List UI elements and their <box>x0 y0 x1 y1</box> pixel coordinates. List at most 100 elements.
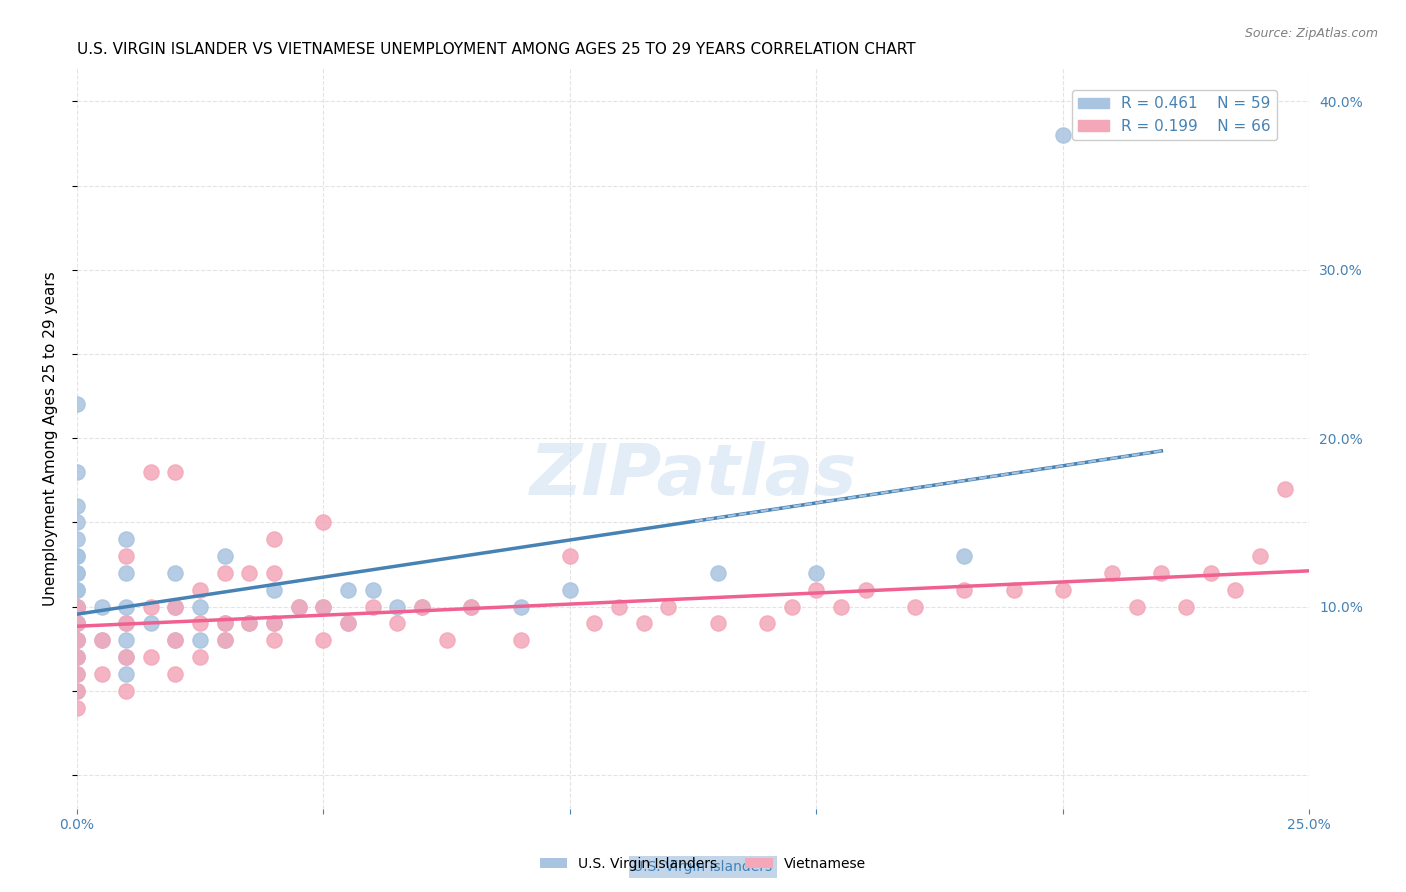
Point <box>188 633 211 648</box>
Point <box>411 599 433 614</box>
Point <box>953 582 976 597</box>
Point <box>139 465 162 479</box>
Point <box>1274 482 1296 496</box>
Point <box>66 566 89 580</box>
Point <box>66 633 89 648</box>
Point <box>165 566 187 580</box>
Point <box>66 566 89 580</box>
Point <box>66 582 89 597</box>
Point <box>460 599 482 614</box>
Point <box>66 667 89 681</box>
Point <box>337 616 360 631</box>
Point <box>66 650 89 665</box>
Point <box>214 633 236 648</box>
Point <box>312 516 335 530</box>
Point <box>165 599 187 614</box>
Point <box>558 549 581 563</box>
Point <box>263 616 285 631</box>
Point <box>633 616 655 631</box>
Point <box>361 599 384 614</box>
Text: ZIPatlas: ZIPatlas <box>530 441 856 509</box>
Point <box>66 633 89 648</box>
Point <box>214 566 236 580</box>
Point <box>312 633 335 648</box>
Point <box>66 549 89 563</box>
Point <box>1175 599 1198 614</box>
Point <box>66 633 89 648</box>
Point <box>66 499 89 513</box>
Point <box>263 582 285 597</box>
Point <box>165 633 187 648</box>
Point <box>115 599 138 614</box>
Point <box>460 599 482 614</box>
Point <box>66 516 89 530</box>
Point <box>509 633 531 648</box>
Point <box>188 616 211 631</box>
Point <box>165 633 187 648</box>
Point <box>66 616 89 631</box>
Point <box>387 616 409 631</box>
Point <box>214 616 236 631</box>
Point <box>509 599 531 614</box>
Point <box>66 465 89 479</box>
Point <box>607 599 630 614</box>
Point <box>115 650 138 665</box>
Point <box>953 549 976 563</box>
Point <box>214 549 236 563</box>
Point <box>1150 566 1173 580</box>
Point <box>214 616 236 631</box>
Point <box>287 599 309 614</box>
Text: U.S. VIRGIN ISLANDER VS VIETNAMESE UNEMPLOYMENT AMONG AGES 25 TO 29 YEARS CORREL: U.S. VIRGIN ISLANDER VS VIETNAMESE UNEMP… <box>77 42 915 57</box>
Point <box>115 616 138 631</box>
Point <box>165 667 187 681</box>
Point <box>238 616 260 631</box>
Point <box>66 397 89 411</box>
Point <box>263 566 285 580</box>
Point <box>238 616 260 631</box>
Point <box>806 582 828 597</box>
Point <box>115 683 138 698</box>
Point <box>115 650 138 665</box>
Point <box>66 616 89 631</box>
Point <box>90 599 112 614</box>
Point <box>1052 128 1074 142</box>
Point <box>66 700 89 714</box>
Point <box>263 616 285 631</box>
Point <box>214 633 236 648</box>
Point <box>115 667 138 681</box>
Point <box>263 633 285 648</box>
Point <box>780 599 803 614</box>
Point <box>706 566 728 580</box>
Point <box>115 633 138 648</box>
Point <box>90 633 112 648</box>
Point <box>115 616 138 631</box>
Point <box>1052 582 1074 597</box>
Legend: R = 0.461    N = 59, R = 0.199    N = 66: R = 0.461 N = 59, R = 0.199 N = 66 <box>1073 90 1277 140</box>
Legend: U.S. Virgin Islanders, Vietnamese: U.S. Virgin Islanders, Vietnamese <box>534 851 872 876</box>
Point <box>287 599 309 614</box>
Point <box>139 650 162 665</box>
Point <box>830 599 852 614</box>
Point <box>188 599 211 614</box>
Point <box>1125 599 1147 614</box>
Point <box>66 599 89 614</box>
Point <box>312 599 335 614</box>
Point <box>706 616 728 631</box>
Point <box>90 633 112 648</box>
Point <box>115 532 138 546</box>
Point <box>756 616 779 631</box>
Point <box>66 683 89 698</box>
Point <box>337 616 360 631</box>
Point <box>312 599 335 614</box>
Point <box>657 599 679 614</box>
Text: U.S. Virgin Islanders: U.S. Virgin Islanders <box>634 860 772 874</box>
Point <box>806 566 828 580</box>
Y-axis label: Unemployment Among Ages 25 to 29 years: Unemployment Among Ages 25 to 29 years <box>44 271 58 606</box>
Point <box>1101 566 1123 580</box>
Point <box>115 549 138 563</box>
Point <box>66 599 89 614</box>
Point <box>139 599 162 614</box>
Point <box>1249 549 1271 563</box>
Point <box>139 616 162 631</box>
Point <box>66 667 89 681</box>
